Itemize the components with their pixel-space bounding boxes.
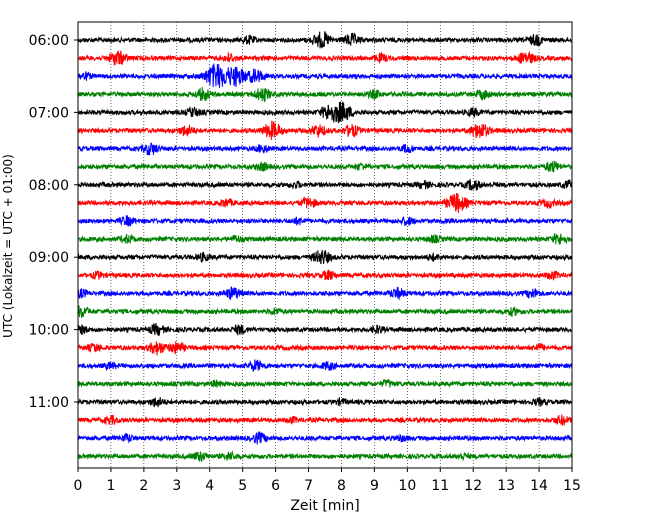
trace-1145 [77,450,573,462]
x-tick-label: 14 [530,478,548,494]
x-tick-label: 10 [398,478,416,494]
trace-0630 [77,63,573,89]
trace-1115 [77,414,573,426]
trace-0730 [77,142,573,156]
trace-0700 [77,101,573,124]
x-tick-label: 13 [497,478,515,494]
trace-0945 [77,305,573,319]
x-tick-label: 11 [431,478,449,494]
x-tick-label: 3 [172,478,181,494]
x-axis-label: Zeit [min] [290,498,359,514]
trace-0930 [77,286,573,300]
plot-frame [77,21,573,469]
y-tick-label: 09:00 [29,250,69,266]
trace-0900 [77,249,573,265]
trace-1015 [77,341,573,356]
x-tick-label: 7 [304,478,313,494]
trace-0800 [77,177,573,191]
trace-1045 [77,378,573,388]
grid-lines [110,22,540,468]
trace-1000 [77,322,573,337]
x-tick-label: 8 [337,478,346,494]
trace-1030 [77,359,573,372]
y-tick-label: 07:00 [29,105,69,121]
x-axis-ticks: 0 1 2 3 4 5 6 7 8 9 10 11 12 13 14 15 [74,468,581,494]
y-tick-label: 11:00 [29,395,69,411]
x-tick-label: 6 [271,478,280,494]
trace-0830 [77,215,573,227]
x-tick-label: 1 [106,478,115,494]
x-tick-label: 9 [370,478,379,494]
x-tick-label: 0 [74,478,83,494]
trace-1100 [77,396,573,408]
trace-0845 [77,233,573,245]
y-tick-label: 08:00 [29,178,69,194]
trace-0615 [77,50,573,66]
trace-1130 [77,431,573,445]
trace-0715 [77,120,573,141]
x-tick-label: 5 [238,478,247,494]
x-tick-label: 4 [205,478,214,494]
trace-0915 [77,269,573,281]
x-tick-label: 15 [563,478,581,494]
x-tick-label: 12 [464,478,482,494]
y-axis-label: UTC (Lokalzeit = UTC + 01:00) [1,154,15,338]
traces-group [77,31,573,462]
trace-0600 [77,31,573,49]
trace-0815 [77,193,573,213]
x-tick-label: 2 [139,478,148,494]
trace-0645 [77,87,573,102]
trace-0745 [77,160,573,173]
y-tick-label: 06:00 [29,33,69,49]
y-axis-ticks: 06:00 07:00 08:00 09:00 10:00 11:00 [29,33,78,411]
y-tick-label: 10:00 [29,323,69,339]
